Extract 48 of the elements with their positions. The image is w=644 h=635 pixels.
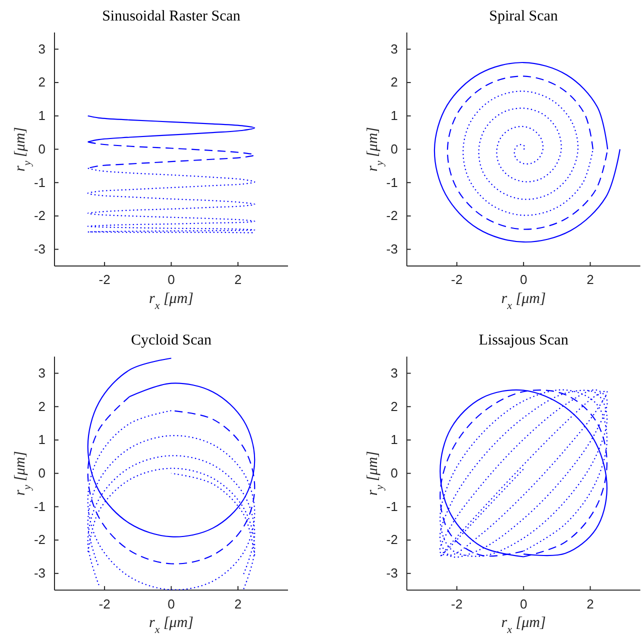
y-tick-label: -1 — [34, 174, 46, 190]
y-tick-label: 0 — [38, 466, 46, 481]
y-tick-label: 1 — [390, 432, 398, 448]
y-tick-label: 1 — [38, 108, 46, 124]
y-tick-label: -2 — [386, 532, 398, 548]
x-tick-label: 2 — [234, 272, 242, 288]
chart-title: Cycloid Scan — [131, 332, 212, 349]
y-tick-label: 3 — [390, 41, 398, 56]
x-axis-title: r$_{x}$ [μm] — [148, 291, 194, 312]
y-tick-label: -1 — [386, 174, 398, 190]
x-tick-label: 0 — [168, 596, 175, 612]
x-tick-label: 2 — [586, 272, 594, 288]
x-tick-label: 0 — [520, 272, 528, 288]
y-tick-label: -3 — [386, 241, 398, 256]
y-tick-label: -3 — [386, 566, 398, 581]
x-tick-label: 2 — [234, 596, 242, 612]
x-axis-title: r$_{x}$ [μm] — [501, 615, 546, 635]
y-tick-label: 2 — [38, 398, 46, 414]
chart-title: Sinusoidal Raster Scan — [102, 8, 241, 24]
y-tick-label: -2 — [386, 208, 398, 224]
y-tick-label: -1 — [34, 498, 46, 514]
y-tick-label: -2 — [34, 208, 46, 224]
x-tick-label: 2 — [586, 596, 594, 612]
x-tick-label: -2 — [451, 272, 463, 288]
y-tick-label: -1 — [386, 498, 398, 514]
y-tick-label: -3 — [34, 241, 46, 256]
y-tick-label: 2 — [390, 398, 398, 414]
x-axis-title: r$_{x}$ [μm] — [501, 291, 546, 312]
y-tick-label: 0 — [390, 466, 398, 481]
y-tick-label: 0 — [38, 141, 46, 156]
x-tick-label: -2 — [451, 596, 463, 612]
x-axis-title: r$_{x}$ [μm] — [148, 615, 194, 635]
x-tick-label: -2 — [98, 272, 110, 288]
x-tick-label: -2 — [98, 596, 110, 612]
y-tick-label: 3 — [390, 365, 398, 380]
y-tick-label: -3 — [34, 566, 46, 581]
y-tick-label: 1 — [390, 108, 398, 124]
x-tick-label: 0 — [520, 596, 528, 612]
chart-title: Spiral Scan — [489, 8, 558, 24]
y-tick-label: 2 — [390, 74, 398, 90]
y-tick-label: 3 — [38, 365, 46, 380]
y-tick-label: -2 — [34, 532, 46, 548]
y-tick-label: 1 — [38, 432, 46, 448]
chart-title: Lissajous Scan — [478, 332, 569, 349]
y-tick-label: 3 — [38, 41, 46, 56]
y-tick-label: 0 — [390, 141, 398, 156]
x-tick-label: 0 — [168, 272, 175, 288]
y-tick-label: 2 — [38, 74, 46, 90]
